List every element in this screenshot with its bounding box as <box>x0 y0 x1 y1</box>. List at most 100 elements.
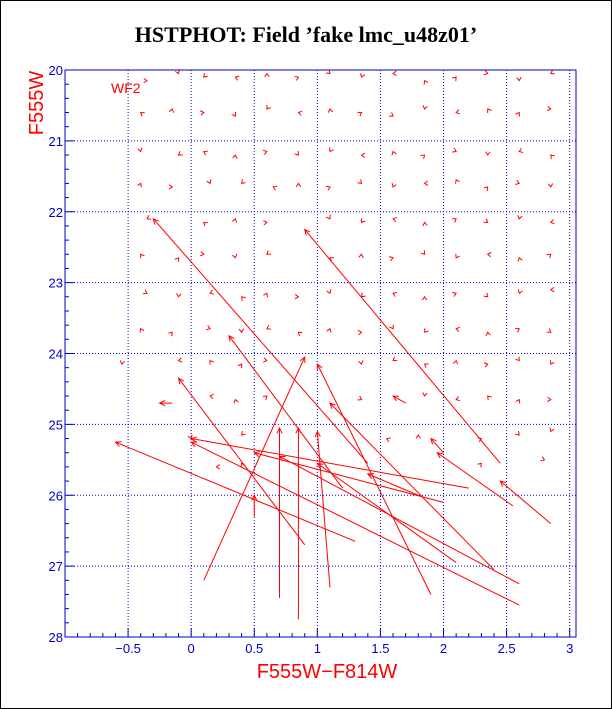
vector-arrowhead <box>299 355 306 364</box>
chevron-marker <box>272 185 278 191</box>
chevron-marker <box>358 253 364 259</box>
chevron-marker <box>357 329 363 336</box>
chevron-marker <box>360 218 366 224</box>
chevron-marker <box>142 289 148 295</box>
chevron-marker <box>209 393 214 400</box>
chevron-marker <box>392 70 397 76</box>
chevron-marker <box>199 251 205 257</box>
chevron-marker <box>357 395 363 401</box>
chevron-marker <box>360 152 366 158</box>
vector-arrowhead <box>314 430 321 438</box>
data-layer <box>114 69 555 620</box>
vector-arrowhead <box>430 437 437 445</box>
chevron-marker <box>392 216 397 223</box>
chevron-marker <box>206 179 212 185</box>
chevron-marker <box>266 250 271 255</box>
chevron-marker <box>389 112 394 117</box>
chevron-marker <box>483 218 489 223</box>
chart-title: HSTPHOT: Field ’fake lmc_u48z01’ <box>134 22 478 47</box>
chevron-marker <box>422 392 428 397</box>
chevron-marker <box>420 250 426 255</box>
y-tick-label: 22 <box>49 205 63 220</box>
chevron-marker <box>547 183 554 188</box>
chevron-marker <box>423 180 429 186</box>
vector-arrowhead <box>228 334 235 342</box>
chevron-marker <box>237 363 243 369</box>
vector-arrowhead <box>316 462 324 469</box>
chevron-marker <box>392 356 398 362</box>
vector-line <box>430 438 444 454</box>
vector-line <box>304 229 501 464</box>
chevron-marker <box>385 437 391 443</box>
chevron-marker <box>266 324 271 330</box>
chevron-marker <box>146 215 152 220</box>
chevron-marker <box>515 179 521 186</box>
chevron-marker <box>360 292 366 298</box>
chevron-marker <box>455 396 461 402</box>
chevron-marker <box>326 327 332 333</box>
chevron-marker <box>297 331 303 337</box>
chevron-marker <box>140 253 145 259</box>
vector-line <box>499 480 552 524</box>
chevron-marker <box>540 456 546 462</box>
vector-line <box>178 378 306 546</box>
chevron-marker <box>206 325 211 331</box>
chevron-marker <box>168 331 173 337</box>
chevron-marker <box>143 77 148 84</box>
vector-arrowhead <box>366 473 374 479</box>
chevron-marker <box>119 360 126 365</box>
vector-line <box>115 441 356 542</box>
panel-label: WF2 <box>111 80 141 96</box>
chevron-marker <box>546 328 552 333</box>
chevron-marker <box>329 147 334 153</box>
chevron-marker <box>241 179 246 185</box>
chevron-marker <box>359 73 366 78</box>
vector-line <box>190 441 520 606</box>
x-tick-label: 1.5 <box>371 641 389 656</box>
vector-arrowhead <box>158 400 166 407</box>
chevron-marker <box>515 327 520 333</box>
chevron-marker <box>137 147 143 153</box>
chevron-marker <box>238 328 245 334</box>
chevron-marker <box>546 253 552 259</box>
chevron-marker <box>177 151 183 156</box>
chevron-marker <box>263 292 269 298</box>
x-axis-label: F555W−F814W <box>257 661 398 683</box>
x-tick-label: 2.5 <box>498 641 516 656</box>
chevron-marker <box>266 104 271 110</box>
chevron-marker <box>515 398 521 404</box>
vector-arrowhead <box>253 451 261 457</box>
chevron-marker <box>262 149 268 155</box>
chevron-marker <box>487 108 492 113</box>
vector-line <box>203 356 306 581</box>
chevron-marker <box>424 328 429 333</box>
chevron-marker <box>485 151 491 156</box>
chevron-marker <box>326 289 332 295</box>
vector-arrowhead <box>114 441 122 447</box>
chevron-marker <box>452 76 457 82</box>
chevron-marker <box>391 150 397 156</box>
chevron-marker <box>485 331 491 337</box>
vector-line <box>191 438 469 489</box>
chevron-marker <box>421 295 428 301</box>
chevron-marker <box>240 430 246 436</box>
x-tick-label: 2 <box>440 641 447 656</box>
chevron-marker <box>294 75 300 81</box>
x-tick-label: 3 <box>566 641 573 656</box>
vector-arrowhead <box>303 228 311 236</box>
y-tick-label: 26 <box>49 488 63 503</box>
vector-arrowhead <box>329 402 336 409</box>
chevron-marker <box>422 105 428 110</box>
chevron-marker <box>177 357 183 363</box>
chevron-marker <box>415 434 421 439</box>
chevron-marker <box>549 427 555 433</box>
chevron-marker <box>174 257 180 262</box>
vector-line <box>367 473 419 496</box>
chevron-marker <box>422 221 428 227</box>
chevron-marker <box>420 154 426 160</box>
vector-arrowhead <box>499 480 507 487</box>
chevron-marker <box>137 182 142 188</box>
chevron-marker <box>423 363 429 368</box>
vector-arrowhead <box>152 217 160 225</box>
chevron-marker <box>187 434 193 440</box>
